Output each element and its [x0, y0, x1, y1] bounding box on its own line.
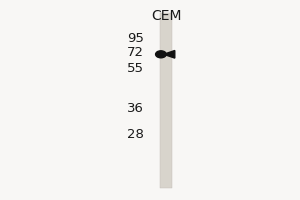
Text: 36: 36 [127, 102, 144, 115]
Polygon shape [164, 50, 175, 58]
Bar [160, 12, 172, 188]
Circle shape [156, 51, 166, 58]
Text: CEM: CEM [151, 9, 182, 23]
Text: 72: 72 [127, 46, 144, 59]
Text: 95: 95 [127, 32, 144, 45]
Text: 55: 55 [127, 62, 144, 75]
Text: 28: 28 [127, 129, 144, 142]
